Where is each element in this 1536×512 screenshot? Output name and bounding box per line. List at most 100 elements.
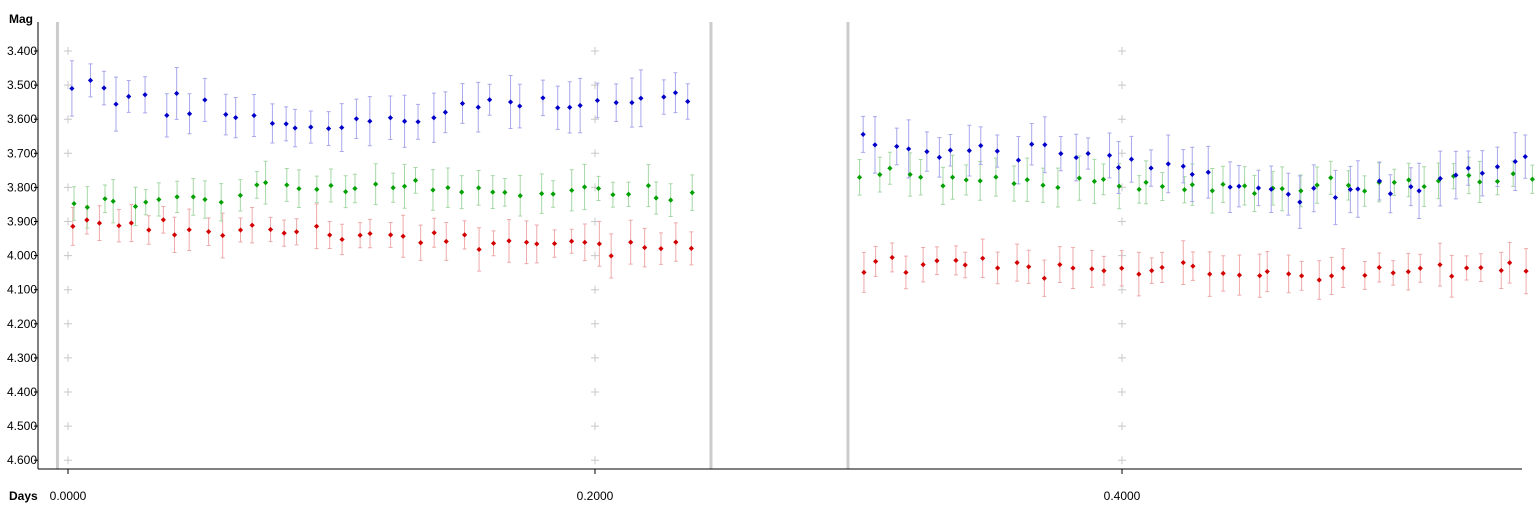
red-data-point	[357, 232, 363, 238]
blue-data-point	[475, 104, 481, 110]
green-data-point	[1189, 182, 1195, 188]
red-data-point	[534, 241, 540, 247]
green-data-point	[132, 203, 139, 210]
blue-data-point	[906, 146, 912, 152]
blue-data-point	[685, 98, 691, 105]
blue-data-point	[1347, 186, 1353, 193]
green-data-point	[645, 182, 651, 189]
green-data-point	[343, 189, 349, 195]
blue-data-point	[872, 142, 878, 148]
green-data-point	[1091, 178, 1097, 184]
blue-data-point	[1073, 154, 1079, 161]
green-data-point	[1209, 188, 1215, 194]
green-data-point	[1466, 172, 1472, 179]
red-data-point	[551, 240, 558, 247]
blue-data-point	[567, 104, 573, 110]
green-data-point	[569, 187, 575, 193]
red-data-point	[206, 229, 212, 235]
green-data-point	[1510, 171, 1516, 177]
red-data-point	[980, 255, 986, 261]
green-data-point	[1159, 183, 1165, 190]
blue-data-point	[164, 112, 170, 119]
red-data-point	[1136, 271, 1142, 277]
red-data-point	[313, 223, 320, 229]
grid-plus	[64, 456, 72, 465]
grid-plus	[1118, 47, 1126, 55]
green-data-point	[1242, 183, 1248, 189]
data-points-layer	[69, 77, 1535, 283]
y-tick-label: 4.200	[7, 317, 37, 331]
green-data-point	[550, 191, 556, 197]
red-data-point	[658, 246, 664, 252]
blue-data-point	[292, 125, 298, 131]
blue-data-point	[629, 100, 635, 106]
red-data-point	[1328, 273, 1335, 279]
y-tick-label: 4.100	[7, 283, 37, 297]
green-data-point	[877, 172, 883, 178]
blue-data-point	[1479, 170, 1485, 176]
blue-data-point	[325, 125, 332, 132]
red-data-point	[249, 222, 255, 228]
blue-data-point	[387, 115, 394, 121]
blue-data-point	[142, 92, 148, 98]
grid-plus	[591, 388, 599, 396]
red-data-point	[490, 240, 497, 246]
grid-plus	[591, 251, 599, 260]
green-data-point	[1220, 181, 1226, 187]
blue-data-point	[1311, 185, 1317, 191]
grid-plus	[591, 149, 599, 158]
grid-plus	[1118, 422, 1126, 431]
blue-data-point	[1416, 188, 1422, 194]
blue-data-point	[1332, 194, 1339, 201]
green-data-point	[539, 191, 545, 197]
grid-plus	[591, 47, 599, 55]
blue-data-point	[1268, 186, 1274, 192]
red-data-point	[608, 253, 614, 259]
grid-plus	[64, 285, 72, 294]
green-data-point	[237, 192, 243, 198]
green-data-point	[459, 189, 465, 195]
blue-data-point	[1205, 169, 1211, 175]
grid-plus	[64, 47, 72, 55]
green-data-point	[1011, 180, 1017, 187]
green-data-point	[668, 197, 674, 203]
y-tick-label: 3.800	[7, 180, 37, 194]
green-data-point	[625, 191, 632, 197]
red-data-point	[1286, 271, 1292, 277]
red-data-point	[889, 254, 895, 261]
blue-data-point	[638, 95, 644, 101]
grid-plus	[591, 115, 599, 124]
blue-data-point	[353, 116, 359, 122]
grid-plus	[64, 149, 72, 158]
green-data-point	[856, 174, 863, 180]
green-data-point	[254, 182, 260, 188]
green-data-point	[476, 185, 482, 191]
blue-data-point	[269, 120, 276, 127]
red-data-point	[1149, 268, 1155, 274]
x-tick-label: 0.4000	[1104, 489, 1141, 503]
y-tick-label: 4.000	[7, 249, 37, 263]
y-tick-label: 4.300	[7, 351, 37, 365]
red-data-point	[1498, 267, 1504, 274]
red-data-point	[1257, 273, 1263, 279]
grid-plus	[1118, 81, 1126, 90]
blue-data-point	[540, 95, 546, 101]
grid-plus	[64, 217, 72, 226]
blue-data-point	[126, 93, 132, 100]
red-data-point	[1057, 262, 1063, 268]
red-data-point	[1070, 265, 1076, 271]
red-data-point	[934, 258, 940, 264]
green-data-point	[977, 178, 983, 184]
red-data-point	[1523, 268, 1529, 274]
red-data-point	[642, 244, 648, 251]
red-data-point	[1026, 264, 1032, 270]
red-data-point	[327, 232, 333, 238]
y-axis-title: Mag	[9, 12, 33, 26]
blue-data-point	[202, 97, 208, 103]
green-data-point	[1314, 182, 1320, 188]
blue-data-point	[860, 131, 866, 137]
green-data-point	[1298, 188, 1304, 194]
green-data-point	[595, 185, 602, 192]
y-tick-label: 3.700	[7, 146, 37, 160]
red-data-point	[688, 245, 694, 251]
